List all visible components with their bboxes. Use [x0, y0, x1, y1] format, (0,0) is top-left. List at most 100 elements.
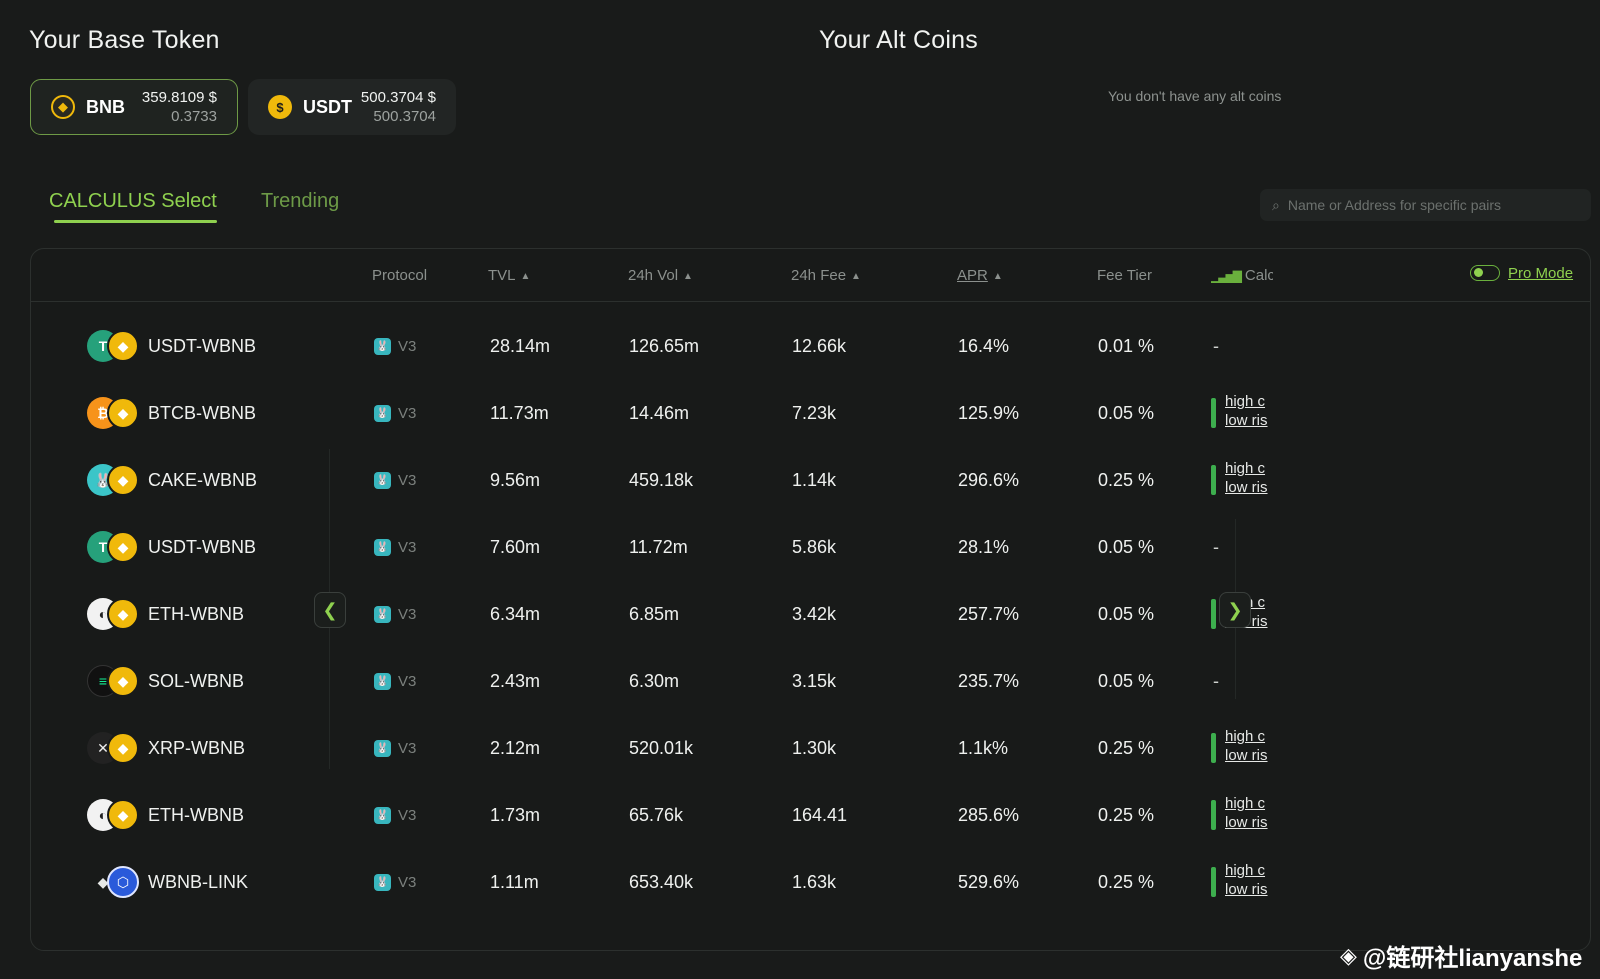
pair-name[interactable]: USDT-WBNB: [148, 537, 256, 557]
protocol-cell: 🐰 V3: [374, 338, 416, 355]
risk-bar: [1211, 398, 1216, 428]
risk-bar: [1211, 800, 1216, 830]
token-symbol: BNB: [86, 96, 125, 117]
calculus-link[interactable]: low ris: [1225, 479, 1268, 496]
fee-value: 3.42k: [792, 604, 837, 624]
th-apr[interactable]: APR ▲: [957, 267, 1003, 284]
pancakeswap-icon: 🐰: [374, 405, 391, 422]
pro-mode-link[interactable]: Pro Mode: [1508, 265, 1574, 282]
th-calculus: ▁▃▅▇Calculus: [1211, 267, 1273, 284]
protocol-version: V3: [398, 740, 417, 757]
calculus-link[interactable]: high c: [1225, 862, 1266, 879]
calculus-link[interactable]: low ris: [1225, 881, 1268, 898]
th-protocol: Protocol: [372, 267, 428, 284]
calculus-risk[interactable]: high c low ris: [1211, 862, 1269, 902]
calculus-risk[interactable]: high c low ris: [1211, 460, 1269, 500]
calculus-link[interactable]: high c: [1225, 728, 1266, 745]
protocol-cell: 🐰 V3: [374, 539, 416, 556]
sort-arrow-icon: ▲: [520, 271, 531, 282]
th-tvl[interactable]: TVL ▲: [488, 267, 530, 284]
volume-value: 653.40k: [629, 872, 694, 892]
pair-icons: ◐ ◆: [87, 799, 143, 833]
base-token-card-bnb[interactable]: ◆ BNB 359.8109 $ 0.3733: [30, 79, 238, 135]
table-row[interactable]: T ◆ USDT-WBNB 🐰 V3 7.60m 11.72m 5.86k 28.1% 0.05 …: [31, 513, 1590, 581]
apr-value: 529.6%: [958, 872, 1020, 892]
base-token-card-usdt[interactable]: $ USDT 500.3704 $ 500.3704: [248, 79, 456, 135]
table-row[interactable]: ◐ ◆ ETH-WBNB 🐰 V3 1.73m 65.76k 164.41 285.6% 0.25…: [31, 781, 1590, 849]
tab-calculus-select[interactable]: CALCULUS Select: [49, 190, 217, 212]
pair-name[interactable]: WBNB-LINK: [148, 872, 249, 892]
pair-name[interactable]: ETH-WBNB: [148, 805, 244, 825]
pair-name[interactable]: CAKE-WBNB: [148, 470, 258, 490]
search-input[interactable]: [1287, 197, 1578, 213]
protocol-version: V3: [398, 874, 417, 891]
table-row[interactable]: ◆ ⬡ WBNB-LINK 🐰 V3 1.11m 653.40k 1.63k 529.6% 0.2…: [31, 848, 1590, 916]
calculus-risk[interactable]: high c low ris: [1211, 728, 1269, 768]
risk-bar: [1211, 733, 1216, 763]
search-icon: ⌕: [1272, 196, 1280, 213]
calculus-link[interactable]: high c: [1225, 460, 1266, 477]
volume-value: 459.18k: [629, 470, 694, 490]
tvl-value: 9.56m: [490, 470, 541, 490]
volume-value: 520.01k: [629, 738, 694, 758]
fee-value: 164.41: [792, 805, 848, 825]
fee-value: 12.66k: [792, 336, 847, 356]
pancakeswap-icon: 🐰: [374, 606, 391, 623]
calculus-link[interactable]: low ris: [1225, 412, 1268, 429]
th-24h-vol[interactable]: 24h Vol ▲: [628, 267, 693, 284]
volume-value: 14.46m: [629, 403, 690, 423]
table-row[interactable]: ◐ ◆ ETH-WBNB 🐰 V3 6.34m 6.85m 3.42k 257.7% 0.05 %…: [31, 580, 1590, 648]
calculus-empty: -: [1213, 671, 1219, 691]
table-row[interactable]: 🐰 ◆ CAKE-WBNB 🐰 V3 9.56m 459.18k 1.14k 296.6% 0.2…: [31, 446, 1590, 514]
pancakeswap-icon: 🐰: [374, 740, 391, 757]
fee-tier-value: 0.05 %: [1098, 403, 1155, 423]
tab-trending[interactable]: Trending: [261, 190, 340, 212]
calculus-link[interactable]: low ris: [1225, 814, 1268, 831]
toggle-knob: [1474, 268, 1483, 277]
tvl-value: 2.12m: [490, 738, 541, 758]
th-24h-fee[interactable]: 24h Fee ▲: [791, 267, 861, 284]
fee-tier-value: 0.05 %: [1098, 537, 1155, 557]
table-row[interactable]: ✕ ◆ XRP-WBNB 🐰 V3 2.12m 520.01k 1.30k 1.1k% 0.25 …: [31, 714, 1590, 782]
fee-tier-value: 0.25 %: [1098, 805, 1155, 825]
table-row[interactable]: ₿ ◆ BTCB-WBNB 🐰 V3 11.73m 14.46m 7.23k 125.9% 0.0…: [31, 379, 1590, 447]
protocol-cell: 🐰 V3: [374, 472, 416, 489]
volume-value: 6.85m: [629, 604, 680, 624]
apr-value: 125.9%: [958, 403, 1020, 423]
calculus-link[interactable]: low ris: [1225, 747, 1268, 764]
pairs-table: Protocol TVL ▲ 24h Vol ▲ 24h Fee ▲ APR ▲ Fee…: [30, 248, 1591, 951]
scroll-left-button[interactable]: ❮: [314, 592, 346, 628]
pair-name[interactable]: ETH-WBNB: [148, 604, 244, 624]
pair-name[interactable]: SOL-WBNB: [148, 671, 245, 691]
fee-tier-value: 0.25 %: [1098, 470, 1155, 490]
table-row[interactable]: T ◆ USDT-WBNB 🐰 V3 28.14m 126.65m 12.66k 16.4% 0.…: [31, 312, 1590, 380]
risk-bar: [1211, 465, 1216, 495]
protocol-cell: 🐰 V3: [374, 405, 416, 422]
table-header: Protocol TVL ▲ 24h Vol ▲ 24h Fee ▲ APR ▲ Fee…: [31, 249, 1590, 302]
calculus-risk[interactable]: high c low ris: [1211, 393, 1269, 433]
pancakeswap-icon: 🐰: [374, 673, 391, 690]
pair-icons: ◐ ◆: [87, 598, 143, 632]
tvl-value: 1.73m: [490, 805, 541, 825]
table-row[interactable]: ≡ ◆ SOL-WBNB 🐰 V3 2.43m 6.30m 3.15k 235.7% 0.05 %…: [31, 647, 1590, 715]
calculus-link[interactable]: high c: [1225, 393, 1266, 410]
tvl-value: 1.11m: [490, 872, 539, 892]
pair-name[interactable]: USDT-WBNB: [148, 336, 256, 356]
protocol-cell: 🐰 V3: [374, 874, 416, 891]
calculus-link[interactable]: high c: [1225, 795, 1266, 812]
pro-mode-toggle[interactable]: [1470, 265, 1500, 281]
calculus-risk[interactable]: high c low ris: [1211, 795, 1269, 835]
pair-name[interactable]: BTCB-WBNB: [148, 403, 256, 423]
pair-icons: ₿ ◆: [87, 397, 143, 431]
pair-search-box[interactable]: ⌕: [1260, 189, 1591, 221]
pair-name[interactable]: XRP-WBNB: [148, 738, 246, 758]
fee-tier-value: 0.01 %: [1098, 336, 1155, 356]
protocol-cell: 🐰 V3: [374, 807, 416, 824]
scroll-right-button[interactable]: ❯: [1219, 592, 1251, 628]
fee-value: 3.15k: [792, 671, 837, 691]
apr-value: 285.6%: [958, 805, 1020, 825]
token-symbol: USDT: [303, 96, 352, 117]
fee-value: 1.30k: [792, 738, 837, 758]
calculus-empty: -: [1213, 537, 1219, 557]
volume-value: 65.76k: [629, 805, 684, 825]
